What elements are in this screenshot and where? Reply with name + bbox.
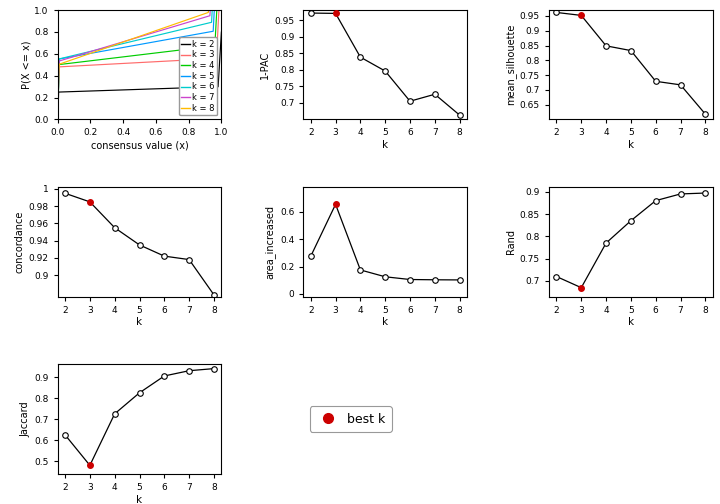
k = 7 — [217, 7, 226, 13]
k = 8 — [132, 34, 140, 40]
X-axis label: k: k — [382, 140, 388, 150]
k = 8 — [213, 7, 222, 13]
k = 2 — [142, 86, 150, 92]
k = 8 — [53, 116, 62, 122]
k = 3 — [132, 59, 140, 66]
k = 8 — [217, 7, 226, 13]
k = 8 — [131, 35, 140, 41]
k = 2 — [53, 116, 62, 122]
k = 7 — [206, 7, 215, 13]
k = 7 — [53, 116, 62, 122]
k = 3 — [53, 116, 62, 122]
k = 2 — [150, 86, 159, 92]
Line: k = 3: k = 3 — [58, 10, 222, 119]
k = 4 — [142, 51, 150, 57]
k = 6 — [132, 37, 140, 43]
k = 4 — [150, 50, 159, 56]
k = 3 — [142, 59, 150, 65]
k = 5 — [210, 7, 219, 13]
k = 5 — [217, 7, 226, 13]
k = 6 — [217, 7, 226, 13]
k = 5 — [53, 116, 62, 122]
k = 6 — [53, 116, 62, 122]
Line: k = 7: k = 7 — [58, 10, 222, 119]
k = 8 — [142, 31, 150, 37]
Line: k = 2: k = 2 — [58, 32, 222, 119]
k = 7 — [150, 29, 159, 35]
k = 2 — [187, 85, 196, 91]
k = 6 — [142, 35, 150, 41]
k = 6 — [131, 38, 140, 44]
k = 2 — [213, 84, 222, 90]
k = 6 — [150, 33, 159, 39]
X-axis label: consensus value (x): consensus value (x) — [91, 140, 189, 150]
Y-axis label: mean_silhouette: mean_silhouette — [505, 24, 516, 105]
k = 5 — [132, 42, 140, 48]
X-axis label: k: k — [382, 318, 388, 328]
k = 4 — [217, 7, 226, 13]
X-axis label: k: k — [628, 140, 634, 150]
X-axis label: k: k — [136, 318, 143, 328]
k = 4 — [132, 52, 140, 58]
k = 6 — [187, 24, 196, 30]
k = 4 — [131, 52, 140, 58]
k = 5 — [150, 39, 159, 45]
k = 5 — [187, 32, 196, 38]
k = 3 — [215, 7, 223, 13]
X-axis label: k: k — [628, 318, 634, 328]
Line: k = 5: k = 5 — [58, 10, 222, 119]
Y-axis label: Rand: Rand — [505, 229, 516, 255]
Y-axis label: P(X <= x): P(X <= x) — [22, 40, 32, 89]
Y-axis label: area_increased: area_increased — [265, 205, 276, 279]
Legend: k = 2, k = 3, k = 4, k = 5, k = 6, k = 7, k = 8: k = 2, k = 3, k = 4, k = 5, k = 6, k = 7… — [179, 37, 217, 115]
k = 3 — [150, 58, 159, 65]
k = 7 — [187, 18, 196, 24]
X-axis label: k: k — [136, 494, 143, 504]
k = 2 — [131, 87, 140, 93]
Y-axis label: Jaccard: Jaccard — [20, 401, 30, 437]
k = 5 — [131, 42, 140, 48]
Y-axis label: concordance: concordance — [14, 211, 24, 273]
k = 8 — [150, 28, 159, 34]
k = 4 — [53, 116, 62, 122]
k = 3 — [187, 57, 196, 63]
k = 3 — [131, 60, 140, 66]
k = 5 — [142, 40, 150, 46]
Y-axis label: 1-PAC: 1-PAC — [260, 50, 270, 79]
k = 7 — [142, 32, 150, 38]
Line: k = 8: k = 8 — [58, 10, 222, 119]
k = 3 — [217, 7, 226, 13]
k = 6 — [213, 7, 222, 13]
k = 4 — [213, 7, 222, 13]
k = 7 — [131, 35, 140, 41]
k = 3 — [213, 36, 222, 42]
k = 6 — [208, 7, 217, 13]
k = 4 — [187, 45, 196, 51]
k = 8 — [187, 15, 196, 21]
Line: k = 4: k = 4 — [58, 10, 222, 119]
k = 2 — [217, 29, 226, 35]
k = 8 — [204, 7, 213, 13]
k = 5 — [213, 7, 222, 13]
k = 7 — [132, 35, 140, 41]
k = 7 — [213, 7, 222, 13]
Line: k = 6: k = 6 — [58, 10, 222, 119]
k = 2 — [132, 87, 140, 93]
Legend: best k: best k — [310, 406, 392, 432]
k = 4 — [212, 7, 221, 13]
